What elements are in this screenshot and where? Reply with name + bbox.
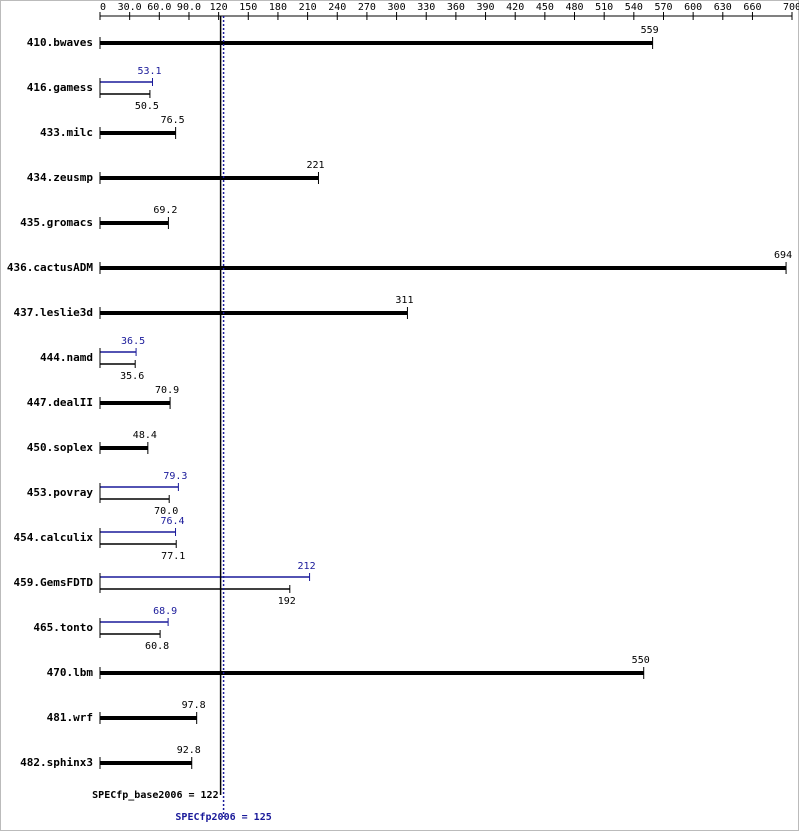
x-tick-label: 0	[100, 2, 106, 13]
value-label: 60.8	[145, 641, 169, 652]
category-label: 434.zeusmp	[27, 171, 94, 184]
x-tick-label: 700	[783, 2, 799, 13]
value-label: 550	[632, 655, 650, 666]
x-tick-label: 120	[210, 2, 228, 13]
x-tick-label: 330	[417, 2, 435, 13]
x-tick-label: 420	[506, 2, 524, 13]
category-label: 459.GemsFDTD	[14, 576, 94, 589]
reference-label: SPECfp2006 = 125	[175, 812, 271, 823]
value-label: 48.4	[133, 430, 157, 441]
x-tick-label: 660	[743, 2, 761, 13]
value-label: 50.5	[135, 101, 159, 112]
x-tick-label: 570	[654, 2, 672, 13]
x-tick-label: 510	[595, 2, 613, 13]
x-tick-label: 180	[269, 2, 287, 13]
value-label: 77.1	[161, 551, 185, 562]
value-label: 559	[641, 25, 659, 36]
category-label: 470.lbm	[47, 666, 94, 679]
category-label: 435.gromacs	[20, 216, 93, 229]
category-label: 444.namd	[40, 351, 93, 364]
category-label: 433.milc	[40, 126, 93, 139]
value-label: 92.8	[177, 745, 201, 756]
value-label: 97.8	[182, 700, 206, 711]
x-tick-label: 450	[536, 2, 554, 13]
x-tick-label: 60.0	[147, 2, 171, 13]
peak-value-label: 36.5	[121, 336, 145, 347]
category-label: 450.soplex	[27, 441, 94, 454]
x-tick-label: 600	[684, 2, 702, 13]
value-label: 311	[395, 295, 413, 306]
x-tick-label: 270	[358, 2, 376, 13]
value-label: 69.2	[153, 205, 177, 216]
peak-value-label: 212	[298, 561, 316, 572]
category-label: 454.calculix	[14, 531, 94, 544]
category-label: 447.dealII	[27, 396, 93, 409]
x-tick-label: 240	[328, 2, 346, 13]
x-tick-label: 360	[447, 2, 465, 13]
category-label: 410.bwaves	[27, 36, 93, 49]
category-label: 436.cactusADM	[7, 261, 93, 274]
peak-value-label: 68.9	[153, 606, 177, 617]
x-tick-label: 30.0	[118, 2, 142, 13]
category-label: 465.tonto	[33, 621, 93, 634]
category-label: 416.gamess	[27, 81, 93, 94]
category-label: 482.sphinx3	[20, 756, 93, 769]
value-label: 70.9	[155, 385, 179, 396]
value-label: 192	[278, 596, 296, 607]
peak-value-label: 53.1	[137, 66, 161, 77]
peak-value-label: 79.3	[163, 471, 187, 482]
x-tick-label: 300	[388, 2, 406, 13]
x-tick-label: 390	[477, 2, 495, 13]
x-tick-label: 210	[299, 2, 317, 13]
value-label: 76.5	[161, 115, 185, 126]
peak-value-label: 76.4	[160, 516, 184, 527]
category-label: 437.leslie3d	[14, 306, 93, 319]
category-label: 453.povray	[27, 486, 94, 499]
x-tick-label: 630	[714, 2, 732, 13]
value-label: 70.0	[154, 506, 178, 517]
value-label: 694	[774, 250, 792, 261]
category-label: 481.wrf	[47, 711, 93, 724]
x-tick-label: 150	[239, 2, 257, 13]
value-label: 221	[306, 160, 324, 171]
x-tick-label: 480	[565, 2, 583, 13]
reference-label: SPECfp_base2006 = 122	[92, 790, 218, 801]
value-label: 35.6	[120, 371, 144, 382]
x-tick-label: 90.0	[177, 2, 201, 13]
x-tick-label: 540	[625, 2, 643, 13]
